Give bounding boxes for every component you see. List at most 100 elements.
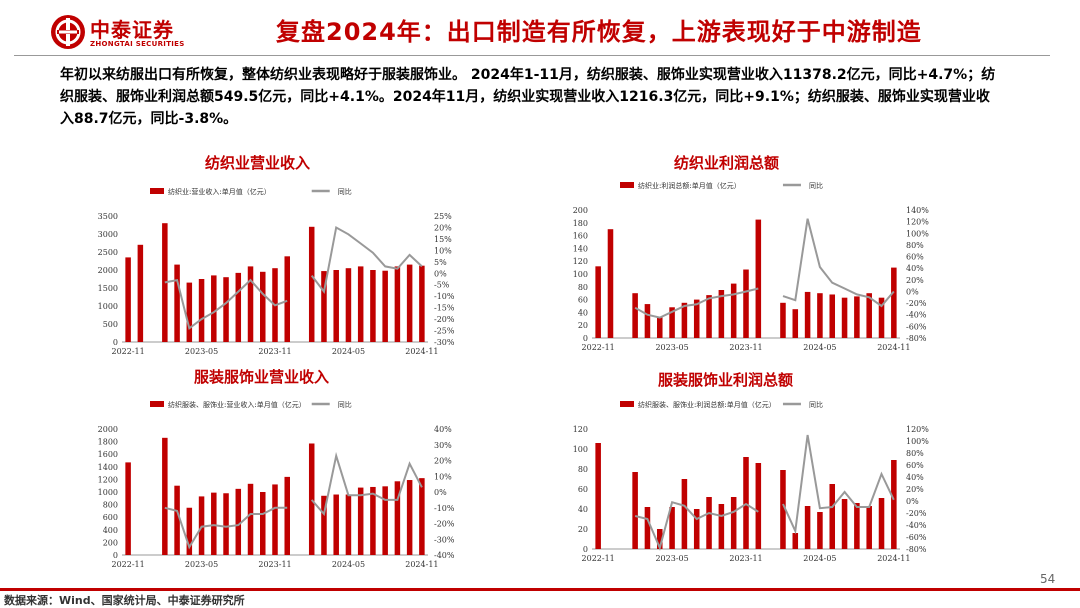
y2-tick-label: 0% (906, 497, 919, 506)
bar (891, 460, 897, 549)
y-tick-label: 200 (103, 538, 118, 547)
y2-tick-label: 20% (906, 276, 924, 285)
x-tick-label: 2023-05 (655, 554, 688, 563)
bar (706, 497, 712, 549)
chart-title-apparel-revenue: 服装服饰业营业收入 (194, 368, 330, 386)
y-tick-label: 1600 (98, 450, 118, 459)
bar (370, 270, 376, 342)
y-tick-label: 2000 (98, 266, 118, 275)
y2-tick-label: 40% (906, 264, 924, 273)
bar (406, 264, 413, 342)
bar (706, 295, 712, 338)
x-tick-label: 2024-05 (332, 347, 365, 356)
bar (162, 437, 168, 555)
bar (644, 507, 651, 549)
legend-bar-label: 纺织业:利润总额:单月值（亿元） (638, 181, 741, 190)
bar (125, 462, 131, 555)
bar (333, 494, 339, 555)
y2-tick-label: -15% (434, 304, 455, 313)
chart-textile-revenue: 纺织业:营业收入:单月值（亿元） 同比 0 500 1000 1500 2000 2500 30… (98, 187, 455, 356)
bar (891, 267, 897, 338)
y2-tick-label: -60% (906, 322, 927, 331)
y-tick-label: 1200 (98, 475, 118, 484)
bar (284, 256, 290, 342)
bar (755, 463, 762, 549)
y2-tick-label: 60% (906, 461, 924, 470)
x-tick-label: 2022-11 (111, 347, 144, 356)
bar (644, 304, 651, 338)
y2-tick-label: -80% (906, 545, 927, 554)
y-tick-label: 80 (578, 283, 588, 292)
bar (406, 480, 413, 555)
yoy-line (164, 225, 423, 330)
bar (345, 494, 352, 555)
y2-tick-label: 20% (906, 485, 924, 494)
bar (632, 293, 638, 338)
x-tick-label: 2024-05 (332, 560, 365, 569)
y-tick-label: 2500 (98, 248, 118, 257)
bar (841, 297, 848, 338)
bar (854, 503, 860, 549)
y-tick-label: 20 (578, 321, 588, 330)
y2-tick-label: -30% (434, 338, 455, 347)
bar (718, 504, 725, 549)
legend-bar-label: 纺织服装、服饰业:利润总额:单月值（亿元） (638, 400, 776, 409)
x-tick-label: 2023-11 (729, 343, 762, 352)
logo-text-en: ZHONGTAI SECURITIES (90, 40, 185, 48)
chart-textile-profit: 纺织业:利润总额:单月值（亿元） 同比 0 20 40 60 80 100 120 140 160 1… (573, 181, 930, 352)
bar (866, 293, 872, 338)
bar (357, 266, 364, 342)
y-tick-label: 120 (573, 425, 588, 434)
y-tick-label: 0 (113, 551, 118, 560)
y2-tick-label: -40% (434, 551, 455, 560)
y-tick-label: 400 (103, 526, 118, 535)
bar (247, 483, 254, 555)
bar (308, 443, 315, 555)
y2-tick-label: 20% (434, 457, 452, 466)
y2-tick-label: 0% (434, 488, 447, 497)
y2-tick-label: 80% (906, 449, 924, 458)
y-tick-label: 40 (578, 308, 588, 317)
bar (125, 257, 131, 342)
x-tick-label: 2024-05 (803, 554, 836, 563)
y-tick-label: 800 (103, 501, 118, 510)
y-tick-label: 100 (573, 445, 588, 454)
company-logo: 中泰证券 ZHONGTAI SECURITIES (50, 12, 210, 56)
y2-tick-label: 40% (434, 425, 452, 434)
y-tick-label: 20 (578, 525, 588, 534)
y-tick-label: 1500 (98, 284, 118, 293)
y2-tick-label: 40% (906, 473, 924, 482)
bar (394, 481, 401, 555)
bar (743, 269, 749, 338)
bar (730, 497, 737, 549)
yoy-line (164, 451, 423, 550)
y2-tick-label: 60% (906, 253, 924, 262)
bar (669, 507, 675, 549)
x-tick-label: 2023-05 (185, 347, 218, 356)
x-tick-label: 2023-05 (185, 560, 218, 569)
bar (382, 270, 388, 342)
summary-paragraph: 年初以来纺服出口有所恢复，整体纺织业表现略好于服装服饰业。 2024年1-11月… (60, 67, 996, 127)
chart-title-apparel-profit: 服装服饰业利润总额 (658, 371, 794, 389)
y-tick-label: 160 (573, 232, 588, 241)
bar (780, 302, 786, 338)
bar (669, 307, 675, 338)
bar (780, 470, 786, 549)
page-number: 54 (1040, 572, 1056, 586)
bar (681, 479, 688, 549)
y-tick-label: 1000 (98, 302, 118, 311)
y2-tick-label: -20% (434, 520, 455, 529)
y2-tick-label: 15% (434, 235, 452, 244)
chart-title-textile-profit: 纺织业利润总额 (674, 154, 780, 172)
bar (260, 492, 266, 555)
x-tick-label: 2024-11 (877, 554, 910, 563)
y-tick-label: 0 (583, 334, 588, 343)
legend-line-label: 同比 (338, 400, 352, 409)
yoy-line (634, 218, 895, 319)
y-tick-label: 500 (103, 320, 118, 329)
bar (419, 265, 425, 342)
y2-tick-label: 100% (906, 229, 929, 238)
y2-tick-label: 5% (434, 258, 447, 267)
y2-tick-label: -60% (906, 533, 927, 542)
legend-bar-swatch (150, 401, 164, 407)
